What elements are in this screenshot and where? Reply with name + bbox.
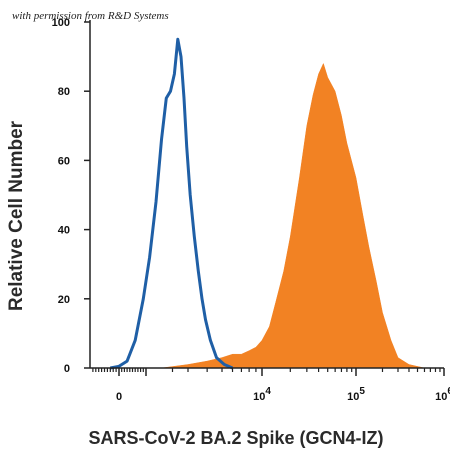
- y-axis-title: Relative Cell Number: [6, 120, 27, 311]
- y-tick-label: 60: [58, 155, 70, 167]
- x-tick-label: 106: [435, 386, 450, 403]
- y-tick-label: 0: [64, 363, 70, 375]
- x-axis-title: SARS-CoV-2 BA.2 Spike (GCN4-IZ): [88, 428, 383, 448]
- y-tick-label: 100: [52, 17, 70, 29]
- x-tick-label: 105: [347, 386, 365, 403]
- x-tick-label: 104: [253, 386, 271, 403]
- y-tick-label: 80: [58, 86, 70, 98]
- y-ticks: 0 20 40 60 80 100: [52, 17, 90, 375]
- histogram-filled-series: [161, 62, 425, 369]
- y-tick-label: 20: [58, 294, 70, 306]
- watermark: with permission from R&D Systems: [12, 10, 169, 22]
- x-tick-label: 0: [116, 391, 122, 403]
- x-ticks: 0 104 105 106: [92, 368, 450, 403]
- histogram-outline-series: [110, 37, 234, 370]
- axes: [89, 20, 444, 369]
- plot-area: [110, 37, 425, 370]
- y-tick-label: 40: [58, 225, 70, 237]
